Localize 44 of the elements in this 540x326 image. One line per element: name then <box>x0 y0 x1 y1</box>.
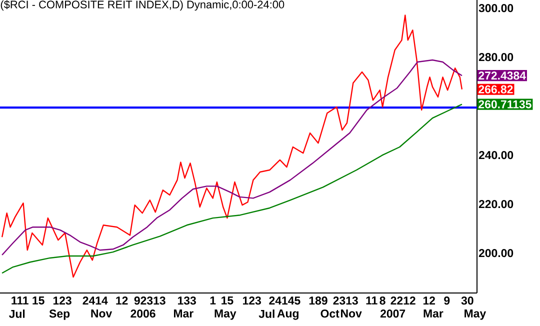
x2-tick-label: 1 <box>210 296 216 304</box>
x2-tick-label: 24145 <box>269 296 300 305</box>
x2-tick-label: 15 <box>222 296 234 305</box>
x-tick-label: Aug <box>277 310 298 320</box>
x2-tick-label: 111 <box>12 296 28 304</box>
x-tick-label: Nov <box>341 310 362 318</box>
x2-tick-label: 92313 <box>134 296 166 305</box>
x-tick-label: 2006 <box>130 310 156 318</box>
x-tick-label: May <box>464 310 486 320</box>
y-tick-label: 300.00 <box>478 4 514 12</box>
x-tick-label: 2007 <box>380 310 406 318</box>
x2-tick-label: 133 <box>178 296 196 305</box>
y-tick-label: 200.00 <box>478 249 514 258</box>
x2-tick-label: 2313 <box>333 296 358 305</box>
x-tick-label: May <box>214 310 236 320</box>
y-tick-label: 240.00 <box>478 151 514 160</box>
x-tick-label: Mar <box>424 310 444 318</box>
x-tick-label: Oct <box>320 310 340 318</box>
x2-tick-label: 9 <box>444 296 450 305</box>
x2-tick-label: 12 <box>423 296 435 305</box>
x2-tick-label: 189 <box>309 296 328 305</box>
x2-tick-label: 12 <box>116 296 128 305</box>
x-tick-label: Jul <box>9 310 25 318</box>
x2-tick-label: 15 <box>32 296 44 305</box>
line-series <box>1 59 463 256</box>
x2-tick-label: 2212 <box>390 296 416 305</box>
data-label: 272.4384 <box>478 72 526 80</box>
x2-tick-label: 8 <box>380 296 386 305</box>
x2-tick-label: 123 <box>53 296 72 305</box>
x-tick-label: Nov <box>91 310 112 318</box>
y-tick-label: 280.00 <box>478 53 514 62</box>
x-tick-label: Mar <box>174 310 194 318</box>
x2-tick-label: 30 <box>461 296 474 305</box>
x2-tick-label: 2414 <box>82 296 108 305</box>
data-label: 266.82 <box>478 85 513 94</box>
data-label: 260.71135 <box>478 100 532 108</box>
y-tick-label: 220.00 <box>478 200 514 208</box>
line-series <box>1 14 463 278</box>
x2-tick-label: 123 <box>243 296 261 305</box>
chart-title: ($RCI - COMPOSITE REIT INDEX,D) Dynamic,0:00-24:00 <box>0 0 284 11</box>
x-tick-label: Jul <box>258 310 274 318</box>
x-tick-label: Sep <box>49 310 70 320</box>
x2-tick-label: 11 <box>366 296 378 304</box>
line-series <box>1 104 463 274</box>
